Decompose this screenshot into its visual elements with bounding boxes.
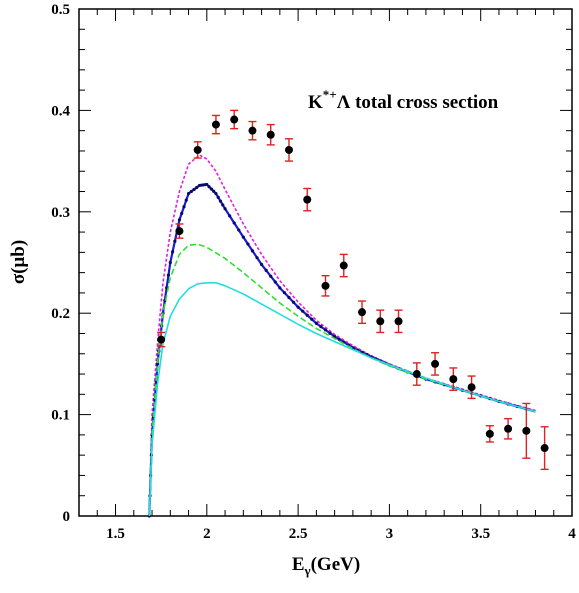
curve-dot (296, 305, 300, 309)
curve-dot (195, 185, 199, 190)
annotation-base: K (308, 92, 323, 113)
theory-curve-3 (148, 243, 536, 517)
data-point (211, 120, 220, 129)
curve-dot (301, 309, 305, 313)
curve-dot (273, 280, 277, 284)
y-tick-label: 0.2 (51, 306, 70, 322)
curve-dot (177, 218, 182, 222)
y-axis-title: σ(μb) (8, 240, 29, 284)
curve-dot (323, 328, 328, 332)
x-tick-label: 3 (386, 526, 394, 542)
plot-frame (78, 8, 573, 517)
curve-dot (246, 242, 250, 246)
curve-dot (182, 205, 186, 209)
curve-dot (166, 273, 171, 277)
curve-dot (278, 286, 282, 290)
data-point (339, 261, 348, 270)
data-point (412, 370, 421, 379)
x-tick-label: 3.5 (471, 526, 490, 542)
curve-dot (255, 256, 259, 260)
data-point (230, 115, 239, 124)
y-tick-label: 0.4 (51, 103, 70, 119)
curve-dot (207, 185, 211, 189)
curve-dot (328, 331, 332, 335)
x-axis-title-unit: (GeV) (311, 554, 361, 575)
curve-dot (192, 187, 196, 192)
data-point (504, 424, 513, 433)
curve-dot (337, 337, 341, 341)
curve-dot (223, 207, 227, 211)
y-tick-label: 0.1 (51, 408, 70, 424)
data-point (431, 359, 440, 368)
x-axis-title-main: E (292, 554, 305, 575)
curve-dot (237, 228, 241, 232)
curve-dot (216, 195, 220, 199)
data-point (266, 130, 275, 139)
curve-dot (314, 321, 318, 325)
curve-dot (221, 203, 225, 207)
theory-curves (147, 154, 536, 518)
curve-dot (287, 295, 291, 300)
curve-dot (291, 300, 296, 304)
curve-dot (319, 325, 323, 329)
curve-dot (250, 249, 255, 253)
x-tick-label: 1.5 (106, 526, 125, 542)
curve-dot (228, 214, 232, 218)
data-point (376, 317, 385, 326)
theory-curve-2 (148, 183, 536, 517)
data-point (157, 335, 166, 344)
curve-dot (184, 198, 188, 202)
y-tick-label: 0.3 (51, 205, 70, 221)
curve-dot (168, 260, 172, 265)
curve-dot (241, 235, 245, 239)
x-axis-title: Eγ(GeV) (292, 554, 360, 578)
data-point (248, 126, 257, 135)
data-points (157, 109, 549, 471)
data-point (467, 383, 476, 392)
x-tick-label: 2.5 (289, 526, 308, 542)
cross-section-annotation: K*+Λ total cross section (308, 87, 499, 113)
data-point (321, 281, 330, 290)
x-tick-label: 2 (203, 526, 211, 542)
data-point (449, 375, 458, 384)
curve-dot (212, 189, 216, 193)
curve-dot (264, 268, 268, 272)
data-point (540, 444, 549, 453)
data-point (175, 227, 184, 236)
data-point (284, 145, 293, 154)
curve-dot (170, 250, 175, 254)
y-tick-label: 0.5 (51, 2, 70, 18)
curve-dot (282, 291, 287, 295)
y-tick-label: 0 (63, 509, 71, 525)
x-axis-title-sub: γ (304, 563, 311, 578)
curve-dot (186, 191, 191, 196)
curve-dot (310, 317, 314, 321)
curve-dot (205, 182, 209, 187)
data-point (485, 429, 494, 438)
curve-dot (218, 199, 223, 203)
curve-dot (209, 187, 213, 191)
curve-dot (214, 191, 218, 196)
curve-dot (189, 189, 193, 194)
data-point (522, 426, 531, 435)
data-point (193, 145, 202, 154)
curve-dot (305, 313, 309, 317)
annotation-rest: Λ total cross section (337, 92, 499, 113)
curve-dot (259, 262, 264, 267)
curve-dot (269, 274, 273, 278)
x-tick-label: 4 (568, 526, 576, 542)
theory-curve-1 (148, 154, 536, 517)
curve-dot (173, 239, 177, 243)
data-point (394, 317, 403, 326)
annotation-superscript: *+ (323, 87, 337, 102)
axes: 1.5 2 2.5 3 3.5 4 0 0.1 0.2 0.3 0.4 0.5 (51, 2, 576, 542)
data-point (303, 195, 312, 204)
data-point (358, 308, 367, 317)
curve-dot (232, 221, 236, 225)
curve-dot (180, 211, 184, 215)
theory-curve-4 (148, 281, 536, 517)
